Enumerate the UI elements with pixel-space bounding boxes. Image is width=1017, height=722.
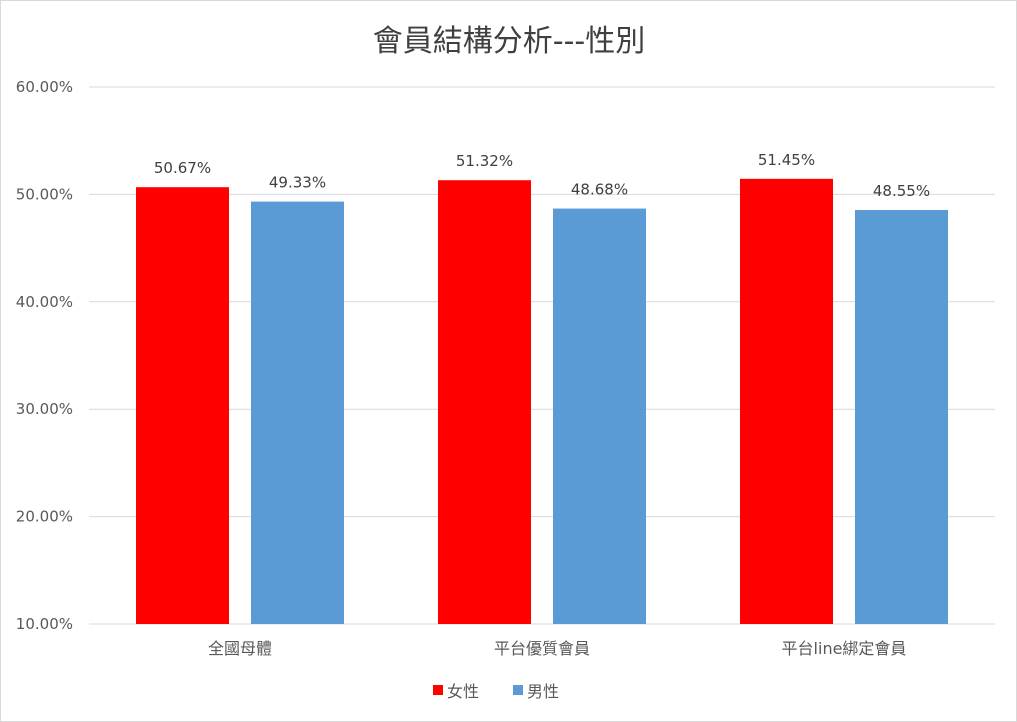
legend-swatch (513, 685, 523, 695)
y-tick-label: 50.00% (16, 185, 73, 203)
y-tick-label: 60.00% (16, 78, 73, 96)
x-axis-categories: 全國母體 平台優質會員 平台line綁定會員 (208, 639, 906, 658)
data-label: 48.55% (873, 182, 930, 200)
chart-title: 會員結構分析---性別 (373, 24, 645, 59)
y-tick-label: 10.00% (16, 615, 73, 633)
legend-swatch (433, 685, 443, 695)
gridlines (89, 86, 995, 625)
bar (553, 208, 646, 625)
bars (136, 178, 948, 625)
data-labels: 50.67% 49.33% 51.32% 48.68% 51.45% 48.55% (154, 151, 930, 200)
data-label: 50.67% (154, 159, 211, 177)
y-tick-label: 40.00% (16, 293, 73, 311)
bar (855, 209, 948, 624)
data-label: 48.68% (571, 181, 628, 199)
x-category-label: 平台優質會員 (494, 639, 590, 658)
data-label: 49.33% (269, 174, 326, 192)
bar (438, 180, 531, 624)
y-tick-label: 20.00% (16, 508, 73, 526)
bar (740, 178, 833, 624)
y-axis-ticks: 10.00% 20.00% 30.00% 40.00% 50.00% 60.00% (16, 78, 73, 633)
x-category-label: 平台line綁定會員 (782, 639, 907, 658)
bar (136, 187, 229, 624)
legend: 女性 男性 (433, 682, 559, 701)
x-category-label: 全國母體 (208, 639, 272, 658)
y-tick-label: 30.00% (16, 400, 73, 418)
data-label: 51.45% (758, 151, 815, 169)
data-label: 51.32% (456, 152, 513, 170)
legend-entry: 女性 (447, 682, 479, 701)
legend-entry: 男性 (527, 682, 559, 701)
bar (251, 201, 344, 624)
